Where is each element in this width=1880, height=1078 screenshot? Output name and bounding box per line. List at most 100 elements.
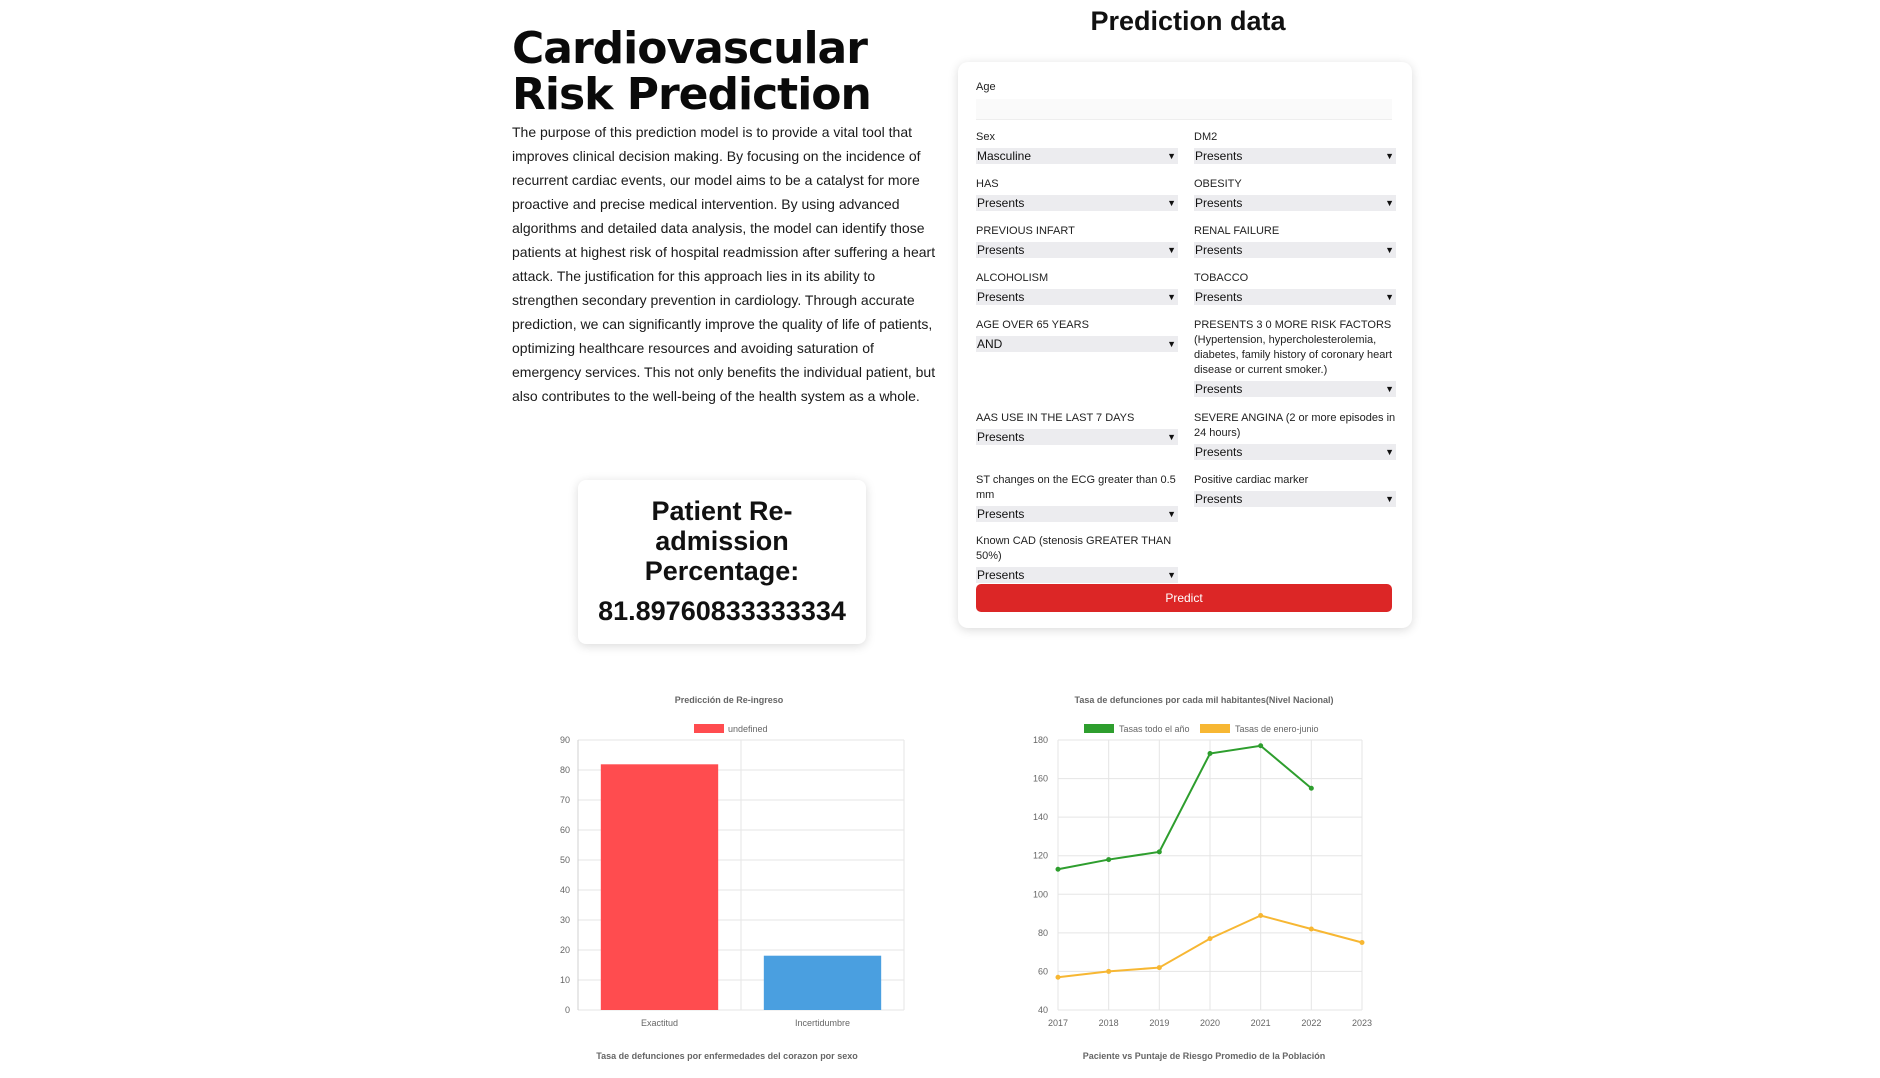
age65-label: AGE OVER 65 YEARS xyxy=(976,319,1089,331)
bar xyxy=(763,955,882,1010)
y-tick-label: 40 xyxy=(1038,1005,1048,1015)
selected-value: Presents xyxy=(977,196,1025,210)
risk3-select[interactable]: Presents ▼ xyxy=(1194,381,1396,397)
selected-value: Presents xyxy=(977,290,1025,304)
sex-select[interactable]: Masculine ▼ xyxy=(976,148,1178,164)
obesity-label: OBESITY xyxy=(1194,178,1242,190)
prediction-form: Age Sex Masculine ▼ DM2 Presents ▼ HAS Presents… xyxy=(958,62,1412,628)
has-field: HAS Presents ▼ xyxy=(976,177,1178,211)
dm2-label: DM2 xyxy=(1194,131,1218,143)
chevron-down-icon: ▼ xyxy=(1385,447,1394,457)
predict-button[interactable]: Predict xyxy=(976,584,1392,612)
y-tick-label: 160 xyxy=(1033,774,1048,784)
dm2-select[interactable]: Presents ▼ xyxy=(1194,148,1396,164)
y-tick-label: 60 xyxy=(560,825,570,835)
tobacco-select[interactable]: Presents ▼ xyxy=(1194,289,1396,305)
sex-field: Sex Masculine ▼ xyxy=(976,130,1178,164)
selected-value: Presents xyxy=(1195,196,1243,210)
selected-value: Presents xyxy=(1195,382,1243,396)
prev-infart-field: PREVIOUS INFART Presents ▼ xyxy=(976,224,1178,258)
alcohol-select[interactable]: Presents ▼ xyxy=(976,289,1178,305)
data-point xyxy=(1258,743,1264,749)
angina-field: SEVERE ANGINA (2 or more episodes in 24 … xyxy=(1194,411,1396,460)
selected-value: Presents xyxy=(1195,149,1243,163)
marker-label: Positive cardiac marker xyxy=(1194,474,1309,486)
intro-paragraph: The purpose of this prediction model is … xyxy=(512,124,936,404)
aas-select[interactable]: Presents ▼ xyxy=(976,429,1178,445)
chevron-down-icon: ▼ xyxy=(1167,570,1176,580)
legend-label: Tasas todo el año xyxy=(1119,724,1190,734)
selected-value: Masculine xyxy=(977,149,1032,163)
renal-select[interactable]: Presents ▼ xyxy=(1194,242,1396,258)
y-tick-label: 120 xyxy=(1033,851,1048,861)
data-point xyxy=(1359,940,1365,945)
mortality-line-chart: Tasa de defunciones por cada mil habitan… xyxy=(1033,695,1372,1061)
has-select[interactable]: Presents ▼ xyxy=(976,195,1178,211)
selected-value: Presents xyxy=(977,568,1025,582)
legend-label: undefined xyxy=(728,724,768,734)
data-point xyxy=(1106,857,1112,863)
chart-footer: Paciente vs Puntaje de Riesgo Promedio d… xyxy=(1083,1051,1326,1061)
chevron-down-icon: ▼ xyxy=(1385,245,1394,255)
y-tick-label: 80 xyxy=(1038,928,1048,938)
y-tick-label: 60 xyxy=(1038,966,1048,976)
sex-label: Sex xyxy=(976,131,995,143)
data-point xyxy=(1207,751,1213,756)
y-tick-label: 90 xyxy=(560,735,570,745)
data-point xyxy=(1308,785,1314,791)
data-point xyxy=(1055,866,1061,872)
angina-select[interactable]: Presents ▼ xyxy=(1194,444,1396,460)
result-value: 81.89760833333334 xyxy=(598,596,846,626)
marker-select[interactable]: Presents ▼ xyxy=(1194,491,1396,507)
legend-swatch xyxy=(1200,724,1230,733)
renal-field: RENAL FAILURE Presents ▼ xyxy=(1194,224,1396,258)
x-tick-label: 2022 xyxy=(1301,1018,1321,1028)
y-tick-label: 40 xyxy=(560,885,570,895)
tobacco-field: TOBACCO Presents ▼ xyxy=(1194,271,1396,305)
risk3-label: PRESENTS 3 0 MORE RISK FACTORS (Hyperten… xyxy=(1194,319,1393,376)
obesity-field: OBESITY Presents ▼ xyxy=(1194,177,1396,211)
aas-field: AAS USE IN THE LAST 7 DAYS Presents ▼ xyxy=(976,411,1178,445)
cad-select[interactable]: Presents ▼ xyxy=(976,567,1178,583)
y-tick-label: 70 xyxy=(560,795,570,805)
age-input[interactable] xyxy=(976,99,1392,120)
legend-label: Tasas de enero-junio xyxy=(1235,724,1319,734)
chart-title: Predicción de Re-ingreso xyxy=(675,695,784,705)
y-tick-label: 30 xyxy=(560,915,570,925)
selected-value: Presents xyxy=(1195,445,1243,459)
st-label: ST changes on the ECG greater than 0.5 m… xyxy=(976,474,1176,501)
dm2-field: DM2 Presents ▼ xyxy=(1194,130,1396,164)
obesity-select[interactable]: Presents ▼ xyxy=(1194,195,1396,211)
selected-value: AND xyxy=(977,337,1003,351)
chevron-down-icon: ▼ xyxy=(1385,494,1394,504)
chevron-down-icon: ▼ xyxy=(1167,509,1176,519)
chevron-down-icon: ▼ xyxy=(1167,151,1176,161)
aas-label: AAS USE IN THE LAST 7 DAYS xyxy=(976,412,1135,424)
x-tick-label: 2017 xyxy=(1048,1018,1068,1028)
age-label: Age xyxy=(976,81,996,93)
chart-footer: Tasa de defunciones por enfermedades del… xyxy=(596,1051,858,1061)
page-title: Cardiovascular Risk Prediction xyxy=(512,23,872,120)
x-tick-label: 2019 xyxy=(1149,1018,1169,1028)
selected-value: Presents xyxy=(1195,492,1243,506)
y-tick-label: 20 xyxy=(560,945,570,955)
st-select[interactable]: Presents ▼ xyxy=(976,506,1178,522)
age65-field: AGE OVER 65 YEARS AND ▼ xyxy=(976,318,1178,352)
selected-value: Presents xyxy=(977,507,1025,521)
y-tick-label: 10 xyxy=(560,975,570,985)
chevron-down-icon: ▼ xyxy=(1167,292,1176,302)
result-card: Patient Re-admission Percentage: 81.8976… xyxy=(578,480,866,644)
alcohol-field: ALCOHOLISM Presents ▼ xyxy=(976,271,1178,305)
renal-label: RENAL FAILURE xyxy=(1194,225,1280,237)
chevron-down-icon: ▼ xyxy=(1167,198,1176,208)
x-tick-label: Incertidumbre xyxy=(795,1018,850,1028)
has-label: HAS xyxy=(976,178,999,190)
data-point xyxy=(1055,974,1061,980)
age65-select[interactable]: AND ▼ xyxy=(976,336,1178,352)
alcohol-label: ALCOHOLISM xyxy=(976,272,1049,284)
selected-value: Presents xyxy=(977,430,1025,444)
chevron-down-icon: ▼ xyxy=(1167,339,1176,349)
data-point xyxy=(1258,913,1264,918)
prev-infart-select[interactable]: Presents ▼ xyxy=(976,242,1178,258)
data-point xyxy=(1156,849,1162,855)
